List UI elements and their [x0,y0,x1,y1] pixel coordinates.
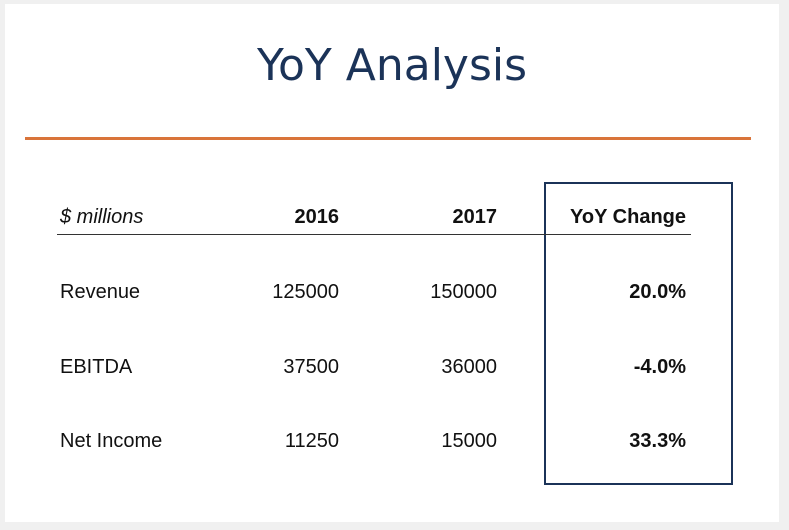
value-2017: 15000 [441,430,497,452]
value-2017: 150000 [430,281,497,303]
value-yoy-change: 33.3% [629,430,686,452]
value-2016: 37500 [283,356,339,378]
column-header-2016: 2016 [294,206,340,228]
slide-title: YoY Analysis [256,40,528,91]
column-header-2017: 2017 [452,206,498,228]
units-label: $ millions [60,206,144,228]
row-label: Net Income [60,430,163,452]
header-underline [57,234,691,235]
value-yoy-change: -4.0% [633,356,686,378]
row-label: Revenue [60,281,141,303]
value-2016: 125000 [272,281,339,303]
yoy-column-highlight [544,182,733,485]
slide: YoY Analysis $ millions 2016 2017 YoY Ch… [5,4,779,522]
value-2016: 11250 [284,430,339,452]
column-header-yoy-change: YoY Change [570,206,686,228]
row-label: EBITDA [60,356,133,378]
title-divider [25,137,751,140]
value-2017: 36000 [441,356,497,378]
value-yoy-change: 20.0% [629,281,686,303]
